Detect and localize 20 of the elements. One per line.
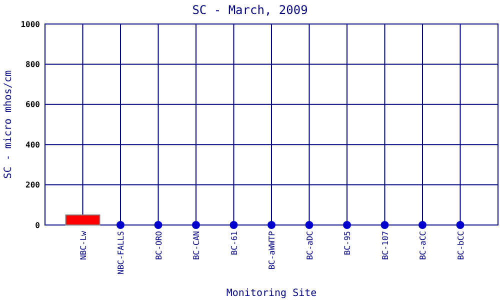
y-tick-label: 400 (26, 140, 40, 150)
x-tick-label: BC-95 (343, 230, 352, 256)
x-tick-label: NBC-FALLS (116, 230, 126, 274)
chart-title: SC - March, 2009 (192, 3, 308, 17)
y-axis-title: SC - micro mhos/cm (3, 70, 14, 179)
y-tick-label: 0 (35, 220, 40, 230)
y-tick-label: 800 (26, 60, 40, 69)
y-tick-label: 200 (26, 180, 40, 190)
y-tick-label: 1000 (20, 20, 40, 29)
x-axis-title: Monitoring Site (226, 288, 317, 299)
x-tick-label: BC-aWWTP (268, 230, 276, 270)
x-tick-label: BC-107 (380, 230, 390, 260)
x-tick-label: BC-bCC (456, 230, 466, 260)
x-tick-label: NBC-Lw (78, 230, 88, 260)
x-tick-label: BC-aDC (305, 230, 314, 260)
y-tick-label: 600 (26, 100, 40, 110)
x-tick-label: BC-ORO (154, 230, 164, 260)
x-tick-label: BC-61 (230, 230, 239, 256)
x-tick-label: BC-aCC (418, 230, 428, 260)
x-tick-label: BC-CAN (192, 230, 201, 260)
